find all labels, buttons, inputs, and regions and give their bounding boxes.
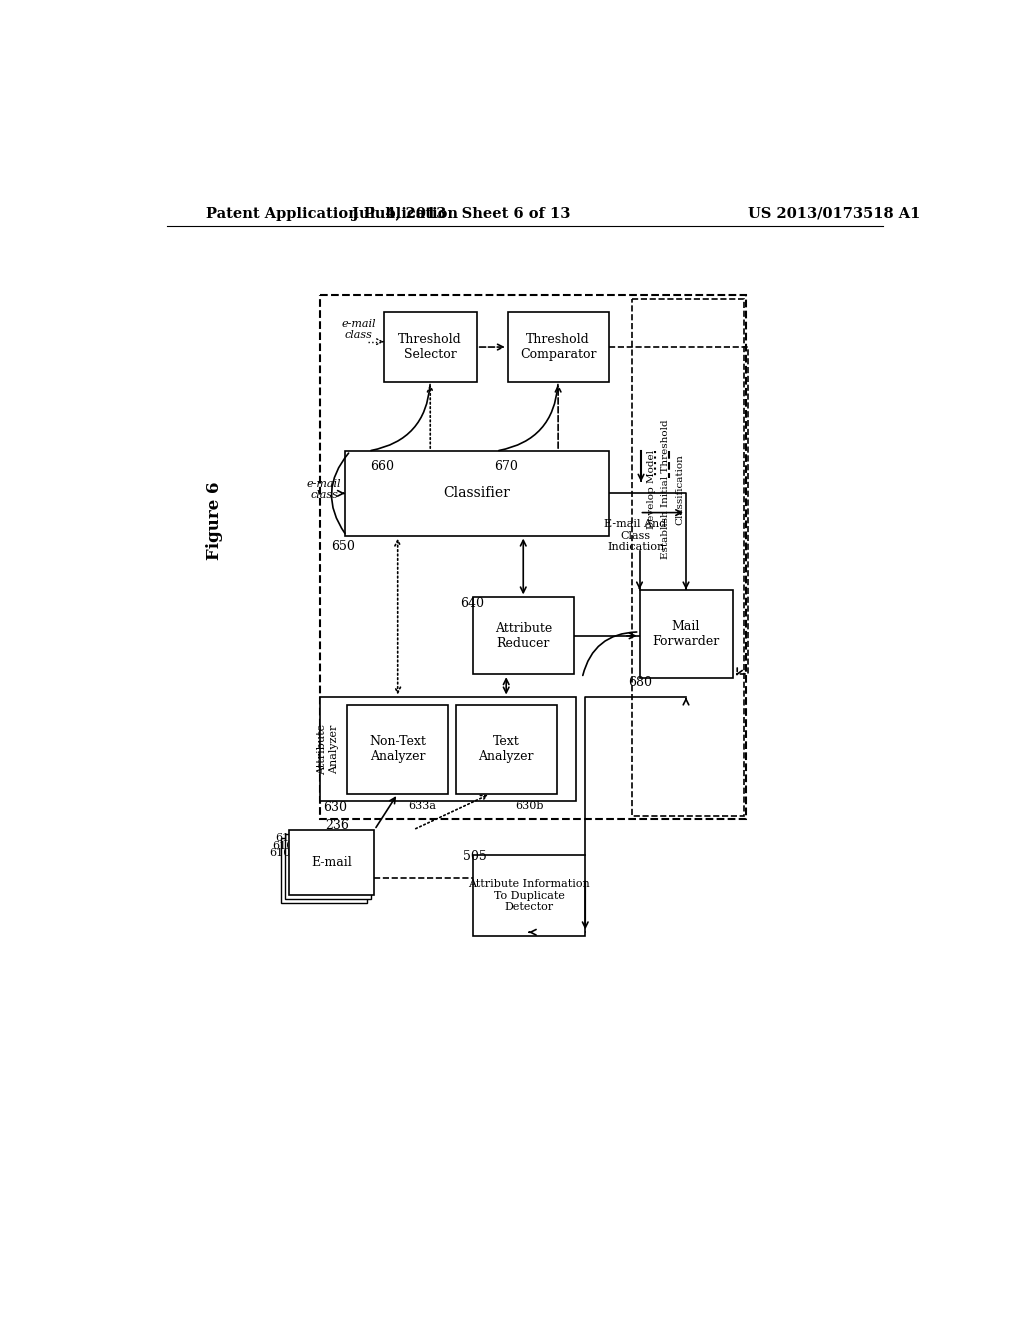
FancyBboxPatch shape [347, 705, 449, 793]
Text: 610b: 610b [272, 841, 301, 850]
Text: 505: 505 [463, 850, 486, 863]
Text: 630: 630 [324, 801, 347, 814]
Text: Mail
Forwarder: Mail Forwarder [652, 620, 720, 648]
Text: Non-Text
Analyzer: Non-Text Analyzer [370, 735, 426, 763]
Text: E-mail And
Class
Indication: E-mail And Class Indication [604, 519, 667, 552]
FancyBboxPatch shape [473, 597, 573, 675]
FancyBboxPatch shape [508, 313, 608, 381]
Text: Patent Application Publication: Patent Application Publication [206, 207, 458, 220]
Text: 660: 660 [370, 461, 394, 474]
Text: Threshold
Comparator: Threshold Comparator [520, 333, 596, 362]
Text: 650: 650 [331, 540, 355, 553]
FancyBboxPatch shape [282, 837, 367, 903]
FancyBboxPatch shape [321, 697, 575, 801]
Text: Threshold
Selector: Threshold Selector [398, 333, 462, 362]
FancyBboxPatch shape [456, 705, 557, 793]
Text: Develop Model: Develop Model [647, 450, 656, 529]
Text: 610a: 610a [275, 833, 303, 843]
Text: Classification: Classification [675, 454, 684, 525]
Text: Attribute
Analyzer: Attribute Analyzer [317, 723, 339, 775]
Text: Attribute
Reducer: Attribute Reducer [495, 622, 552, 649]
Text: 236: 236 [325, 818, 349, 832]
Text: 633a: 633a [409, 801, 436, 812]
Text: Classifier: Classifier [443, 486, 510, 500]
Text: Establish Initial Threshold: Establish Initial Threshold [662, 420, 670, 560]
Text: Figure 6: Figure 6 [206, 480, 223, 560]
Text: Jul. 4, 2013   Sheet 6 of 13: Jul. 4, 2013 Sheet 6 of 13 [352, 207, 570, 220]
Text: 680: 680 [628, 676, 652, 689]
Text: e-mail
class: e-mail class [342, 318, 376, 341]
FancyBboxPatch shape [289, 830, 375, 895]
Text: US 2013/0173518 A1: US 2013/0173518 A1 [748, 207, 921, 220]
FancyBboxPatch shape [384, 313, 477, 381]
Text: Text
Analyzer: Text Analyzer [478, 735, 534, 763]
Text: 670: 670 [494, 461, 518, 474]
Text: 610c: 610c [269, 849, 297, 858]
Text: E-mail: E-mail [311, 857, 352, 869]
Text: 640: 640 [460, 597, 483, 610]
Text: 630b: 630b [515, 801, 544, 812]
FancyBboxPatch shape [640, 590, 732, 678]
FancyBboxPatch shape [473, 855, 586, 936]
Text: Attribute Information
To Duplicate
Detector: Attribute Information To Duplicate Detec… [468, 879, 590, 912]
FancyBboxPatch shape [345, 451, 608, 536]
FancyBboxPatch shape [286, 834, 371, 899]
Text: e-mail
class: e-mail class [307, 479, 341, 500]
